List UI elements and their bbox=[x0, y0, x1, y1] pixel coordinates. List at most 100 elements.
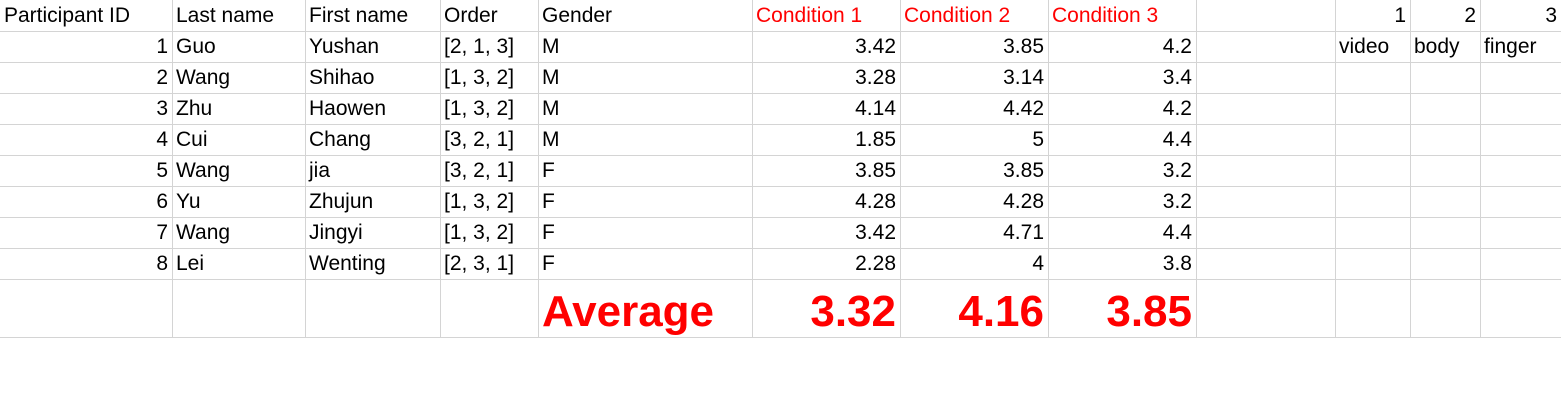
cell-c1-row-8[interactable]: 2.28 bbox=[855, 252, 896, 275]
header-condition-1[interactable]: Condition 1 bbox=[756, 4, 863, 27]
cell-last-row-2[interactable]: Wang bbox=[176, 66, 231, 89]
gridline-vertical bbox=[440, 0, 441, 337]
cell-c1-row-4[interactable]: 1.85 bbox=[855, 128, 896, 151]
cell-c3-row-7[interactable]: 4.4 bbox=[1162, 221, 1192, 244]
gridline-horizontal bbox=[0, 337, 1561, 338]
cell-gender-row-3[interactable]: M bbox=[542, 97, 560, 120]
cell-order-row-8[interactable]: [2, 3, 1] bbox=[444, 252, 515, 275]
cell-first-row-4[interactable]: Chang bbox=[309, 128, 371, 151]
cell-c3-row-5[interactable]: 3.2 bbox=[1162, 159, 1192, 182]
gridline-horizontal bbox=[0, 62, 1561, 63]
cell-gender-row-4[interactable]: M bbox=[542, 128, 560, 151]
cell-gender-row-1[interactable]: M bbox=[542, 35, 560, 58]
cell-c1-row-5[interactable]: 3.85 bbox=[855, 159, 896, 182]
condition-label-2[interactable]: body bbox=[1414, 35, 1460, 58]
cell-c2-row-5[interactable]: 3.85 bbox=[1003, 159, 1044, 182]
cell-gender-row-7[interactable]: F bbox=[542, 221, 555, 244]
cell-first-row-6[interactable]: Zhujun bbox=[309, 190, 374, 213]
cell-c2-row-1[interactable]: 3.85 bbox=[1003, 35, 1044, 58]
gridline-vertical bbox=[752, 0, 753, 337]
cell-first-row-3[interactable]: Haowen bbox=[309, 97, 387, 120]
gridline-horizontal bbox=[0, 279, 1561, 280]
cell-last-row-8[interactable]: Lei bbox=[176, 252, 205, 275]
header-gender[interactable]: Gender bbox=[542, 4, 613, 27]
cell-c2-row-2[interactable]: 3.14 bbox=[1003, 66, 1044, 89]
cell-c1-row-1[interactable]: 3.42 bbox=[855, 35, 896, 58]
gridline-vertical bbox=[1410, 0, 1411, 337]
cell-c2-row-7[interactable]: 4.71 bbox=[1003, 221, 1044, 244]
gridline-horizontal bbox=[0, 93, 1561, 94]
cell-c2-row-6[interactable]: 4.28 bbox=[1003, 190, 1044, 213]
average-label: Average bbox=[542, 287, 715, 336]
gridline-vertical bbox=[1480, 0, 1481, 337]
cell-c3-row-4[interactable]: 4.4 bbox=[1162, 128, 1192, 151]
cell-first-row-2[interactable]: Shihao bbox=[309, 66, 375, 89]
gridline-vertical bbox=[538, 0, 539, 337]
cell-id-row-4[interactable]: 4 bbox=[156, 128, 168, 151]
cell-last-row-3[interactable]: Zhu bbox=[176, 97, 213, 120]
header-map-2[interactable]: 2 bbox=[1464, 4, 1476, 27]
cell-c3-row-8[interactable]: 3.8 bbox=[1162, 252, 1192, 275]
cell-c2-row-4[interactable]: 5 bbox=[1032, 128, 1044, 151]
cell-id-row-5[interactable]: 5 bbox=[156, 159, 168, 182]
average-condition-3[interactable]: 3.85 bbox=[1106, 287, 1192, 336]
gridline-horizontal bbox=[0, 31, 1561, 32]
average-condition-2[interactable]: 4.16 bbox=[958, 287, 1044, 336]
cell-last-row-7[interactable]: Wang bbox=[176, 221, 231, 244]
cell-id-row-6[interactable]: 6 bbox=[156, 190, 168, 213]
header-condition-3[interactable]: Condition 3 bbox=[1052, 4, 1159, 27]
gridline-horizontal bbox=[0, 124, 1561, 125]
cell-order-row-7[interactable]: [1, 3, 2] bbox=[444, 221, 515, 244]
cell-gender-row-5[interactable]: F bbox=[542, 159, 555, 182]
header-first-name[interactable]: First name bbox=[309, 4, 409, 27]
cell-c3-row-6[interactable]: 3.2 bbox=[1162, 190, 1192, 213]
cell-order-row-4[interactable]: [3, 2, 1] bbox=[444, 128, 515, 151]
cell-c2-row-8[interactable]: 4 bbox=[1032, 252, 1044, 275]
header-order[interactable]: Order bbox=[444, 4, 498, 27]
gridline-vertical bbox=[1335, 0, 1336, 337]
gridline-vertical bbox=[305, 0, 306, 337]
cell-c1-row-6[interactable]: 4.28 bbox=[855, 190, 896, 213]
header-condition-2[interactable]: Condition 2 bbox=[904, 4, 1011, 27]
gridline-horizontal bbox=[0, 217, 1561, 218]
gridline-horizontal bbox=[0, 155, 1561, 156]
cell-id-row-2[interactable]: 2 bbox=[156, 66, 168, 89]
cell-c1-row-2[interactable]: 3.28 bbox=[855, 66, 896, 89]
cell-c3-row-2[interactable]: 3.4 bbox=[1162, 66, 1192, 89]
condition-label-3[interactable]: finger bbox=[1484, 35, 1537, 58]
cell-last-row-6[interactable]: Yu bbox=[176, 190, 201, 213]
cell-order-row-3[interactable]: [1, 3, 2] bbox=[444, 97, 515, 120]
header-last-name[interactable]: Last name bbox=[176, 4, 275, 27]
cell-first-row-1[interactable]: Yushan bbox=[309, 35, 380, 58]
cell-id-row-7[interactable]: 7 bbox=[156, 221, 168, 244]
cell-c3-row-3[interactable]: 4.2 bbox=[1162, 97, 1192, 120]
cell-c1-row-7[interactable]: 3.42 bbox=[855, 221, 896, 244]
cell-order-row-5[interactable]: [3, 2, 1] bbox=[444, 159, 515, 182]
gridline-horizontal bbox=[0, 186, 1561, 187]
condition-label-1[interactable]: video bbox=[1339, 35, 1390, 58]
cell-first-row-5[interactable]: jia bbox=[309, 159, 331, 182]
gridline-vertical bbox=[1048, 0, 1049, 337]
cell-order-row-6[interactable]: [1, 3, 2] bbox=[444, 190, 515, 213]
cell-id-row-1[interactable]: 1 bbox=[156, 35, 168, 58]
cell-id-row-3[interactable]: 3 bbox=[156, 97, 168, 120]
header-map-3[interactable]: 3 bbox=[1545, 4, 1557, 27]
cell-first-row-7[interactable]: Jingyi bbox=[309, 221, 363, 244]
cell-order-row-2[interactable]: [1, 3, 2] bbox=[444, 66, 515, 89]
header-participant-id[interactable]: Participant ID bbox=[4, 4, 131, 27]
cell-last-row-5[interactable]: Wang bbox=[176, 159, 231, 182]
cell-c3-row-1[interactable]: 4.2 bbox=[1162, 35, 1192, 58]
cell-first-row-8[interactable]: Wenting bbox=[309, 252, 386, 275]
cell-order-row-1[interactable]: [2, 1, 3] bbox=[444, 35, 515, 58]
cell-c1-row-3[interactable]: 4.14 bbox=[855, 97, 896, 120]
cell-gender-row-2[interactable]: M bbox=[542, 66, 560, 89]
cell-gender-row-6[interactable]: F bbox=[542, 190, 555, 213]
cell-id-row-8[interactable]: 8 bbox=[156, 252, 168, 275]
cell-last-row-4[interactable]: Cui bbox=[176, 128, 208, 151]
header-map-1[interactable]: 1 bbox=[1394, 4, 1406, 27]
cell-last-row-1[interactable]: Guo bbox=[176, 35, 216, 58]
gridline-horizontal bbox=[0, 248, 1561, 249]
cell-gender-row-8[interactable]: F bbox=[542, 252, 555, 275]
average-condition-1[interactable]: 3.32 bbox=[810, 287, 896, 336]
cell-c2-row-3[interactable]: 4.42 bbox=[1003, 97, 1044, 120]
